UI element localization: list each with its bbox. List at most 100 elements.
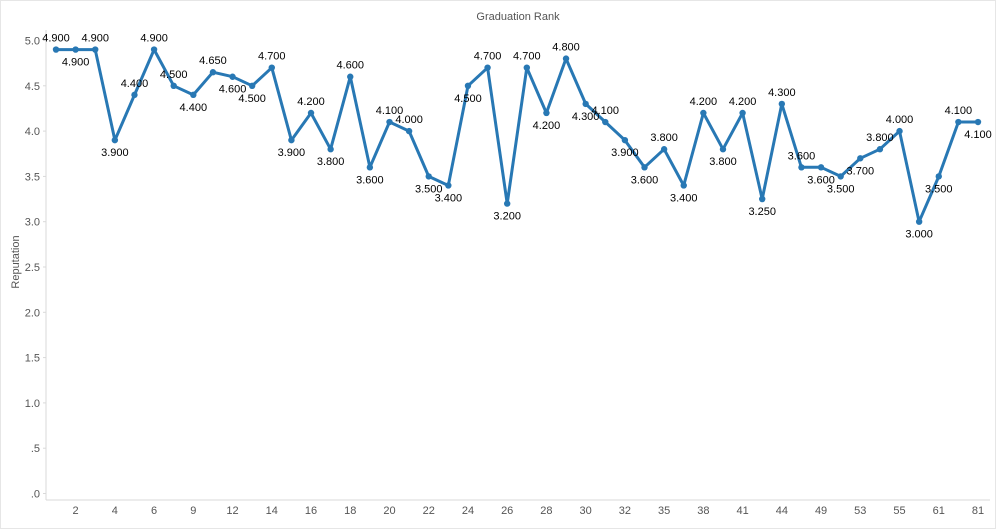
data-label: 3.600: [788, 150, 816, 162]
data-label: 3.900: [611, 147, 639, 159]
data-point: [660, 146, 668, 153]
data-point: [739, 109, 746, 117]
data-label: 3.600: [356, 174, 384, 186]
data-point: [405, 127, 413, 135]
data-point: [425, 173, 432, 180]
x-tick-label: 12: [226, 505, 238, 517]
data-point: [817, 164, 825, 171]
y-tick-label: 2.0: [25, 307, 40, 319]
data-point: [680, 182, 687, 189]
data-label: 4.100: [592, 105, 620, 117]
x-tick-label: 2: [73, 505, 79, 517]
data-point: [52, 46, 60, 53]
x-tick-label: 26: [501, 505, 513, 517]
data-label: 3.800: [866, 132, 894, 144]
data-point: [190, 91, 197, 99]
data-label: 3.500: [827, 183, 855, 195]
chart-title: Graduation Rank: [476, 11, 560, 23]
y-tick-label: 3.0: [25, 217, 40, 229]
data-point: [935, 173, 942, 180]
x-tick-label: 49: [815, 505, 827, 517]
data-points: [52, 46, 982, 225]
data-point: [503, 200, 511, 207]
x-tick-label: 9: [190, 505, 196, 517]
x-tick-label: 24: [462, 505, 474, 517]
data-label: 4.400: [180, 102, 208, 114]
data-label: 4.200: [533, 120, 561, 132]
data-point: [562, 55, 570, 62]
data-label: 4.300: [572, 111, 600, 123]
data-label: 3.250: [748, 206, 776, 218]
y-tick-label: 4.5: [25, 81, 40, 93]
data-point: [896, 127, 903, 135]
x-tick-label: 53: [854, 505, 866, 517]
data-point: [543, 109, 550, 117]
y-axis-ticks: 5.0 4.5 4.0 3.5 3.0 2.5 2.0 1.5 1.0 .5 .0: [25, 36, 46, 501]
data-point: [915, 218, 923, 225]
data-label: 3.000: [905, 229, 933, 241]
data-label: 3.900: [278, 147, 306, 159]
x-tick-label: 20: [383, 505, 395, 517]
data-label: 3.700: [847, 165, 875, 177]
data-label: 4.600: [336, 60, 364, 72]
data-point: [700, 109, 707, 117]
data-point: [209, 69, 217, 76]
data-point: [582, 100, 589, 108]
data-label: 4.500: [454, 93, 482, 105]
x-tick-label: 18: [344, 505, 356, 517]
data-label: 4.600: [219, 84, 247, 96]
data-point: [131, 91, 138, 99]
data-label: 4.900: [62, 57, 90, 69]
data-label: 3.400: [435, 192, 463, 204]
data-point: [837, 173, 844, 180]
data-label: 3.400: [670, 192, 698, 204]
data-point: [876, 146, 884, 153]
x-tick-label: 38: [697, 505, 709, 517]
data-label: 4.000: [886, 114, 914, 126]
data-label: 4.700: [513, 51, 541, 63]
data-label: 4.500: [238, 93, 266, 105]
x-tick-label: 6: [151, 505, 157, 517]
data-label: 4.900: [42, 33, 70, 45]
x-tick-label: 22: [423, 505, 435, 517]
data-point: [759, 195, 766, 203]
y-tick-label: .0: [31, 489, 40, 501]
data-label: 3.500: [925, 183, 953, 195]
series-line: [56, 48, 978, 224]
data-label: 4.700: [258, 51, 286, 63]
data-label: 4.900: [81, 33, 109, 45]
y-tick-label: .5: [31, 443, 40, 455]
x-tick-label: 35: [658, 505, 670, 517]
data-label: 4.300: [768, 87, 796, 99]
x-tick-label: 55: [893, 505, 905, 517]
data-point: [778, 100, 786, 108]
y-tick-label: 1.0: [25, 398, 40, 410]
data-point: [386, 118, 393, 126]
x-tick-label: 14: [266, 505, 278, 517]
data-point: [719, 146, 727, 153]
x-tick-label: 61: [933, 505, 945, 517]
y-tick-label: 1.5: [25, 353, 40, 365]
data-point: [327, 146, 334, 153]
data-label: 4.400: [121, 78, 149, 90]
data-label: 3.200: [493, 211, 521, 223]
data-point: [484, 64, 491, 71]
data-point: [445, 182, 452, 189]
y-tick-label: 3.5: [25, 171, 40, 183]
data-point: [92, 46, 99, 53]
data-label: 3.900: [101, 147, 129, 159]
x-tick-label: 28: [540, 505, 552, 517]
data-point: [111, 136, 119, 144]
data-label: 4.000: [395, 114, 423, 126]
data-label: 4.800: [552, 42, 580, 54]
data-labels: 4.900 4.900 4.900 3.900 4.400 4.900 4.500 4.400…: [42, 33, 992, 241]
data-point: [641, 164, 648, 171]
x-tick-label: 4: [112, 505, 118, 517]
x-tick-label: 44: [776, 505, 788, 517]
data-point: [602, 118, 609, 126]
x-tick-label: 81: [972, 505, 984, 517]
x-tick-label: 30: [580, 505, 592, 517]
y-tick-label: 4.0: [25, 126, 40, 138]
data-point: [229, 73, 236, 80]
